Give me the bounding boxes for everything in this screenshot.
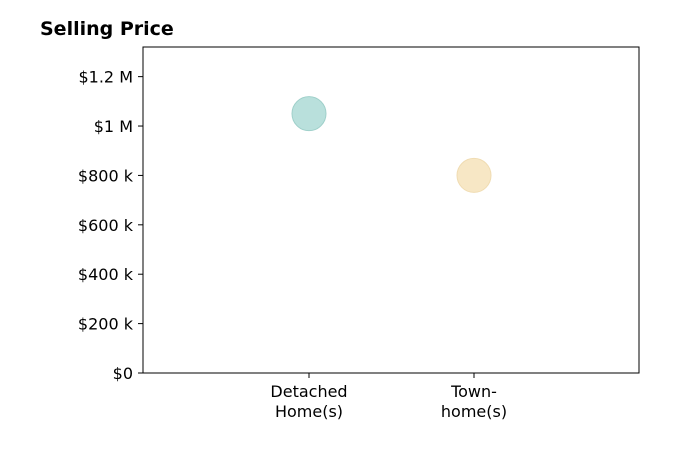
y-tick-label: $1.2 M (78, 68, 133, 87)
x-tick-label: home(s) (441, 402, 507, 421)
chart-title: Selling Price (40, 18, 174, 40)
data-point (291, 96, 327, 132)
x-tick-label: Detached (270, 382, 347, 401)
data-points (291, 96, 492, 193)
plot-area (142, 46, 640, 374)
y-axis: $0 $200 k $400 k $600 k $800 k $1 M $1.2 M (78, 68, 143, 383)
y-tick-label: $800 k (78, 166, 134, 185)
y-tick-label: $200 k (78, 315, 134, 334)
x-tick-label: Home(s) (275, 402, 343, 421)
y-tick-label: $600 k (78, 216, 134, 235)
y-tick-label: $0 (113, 364, 133, 383)
data-point (456, 157, 492, 193)
x-tick-label: Town- (450, 382, 497, 401)
y-tick-label: $400 k (78, 265, 134, 284)
y-tick-label: $1 M (94, 117, 133, 136)
